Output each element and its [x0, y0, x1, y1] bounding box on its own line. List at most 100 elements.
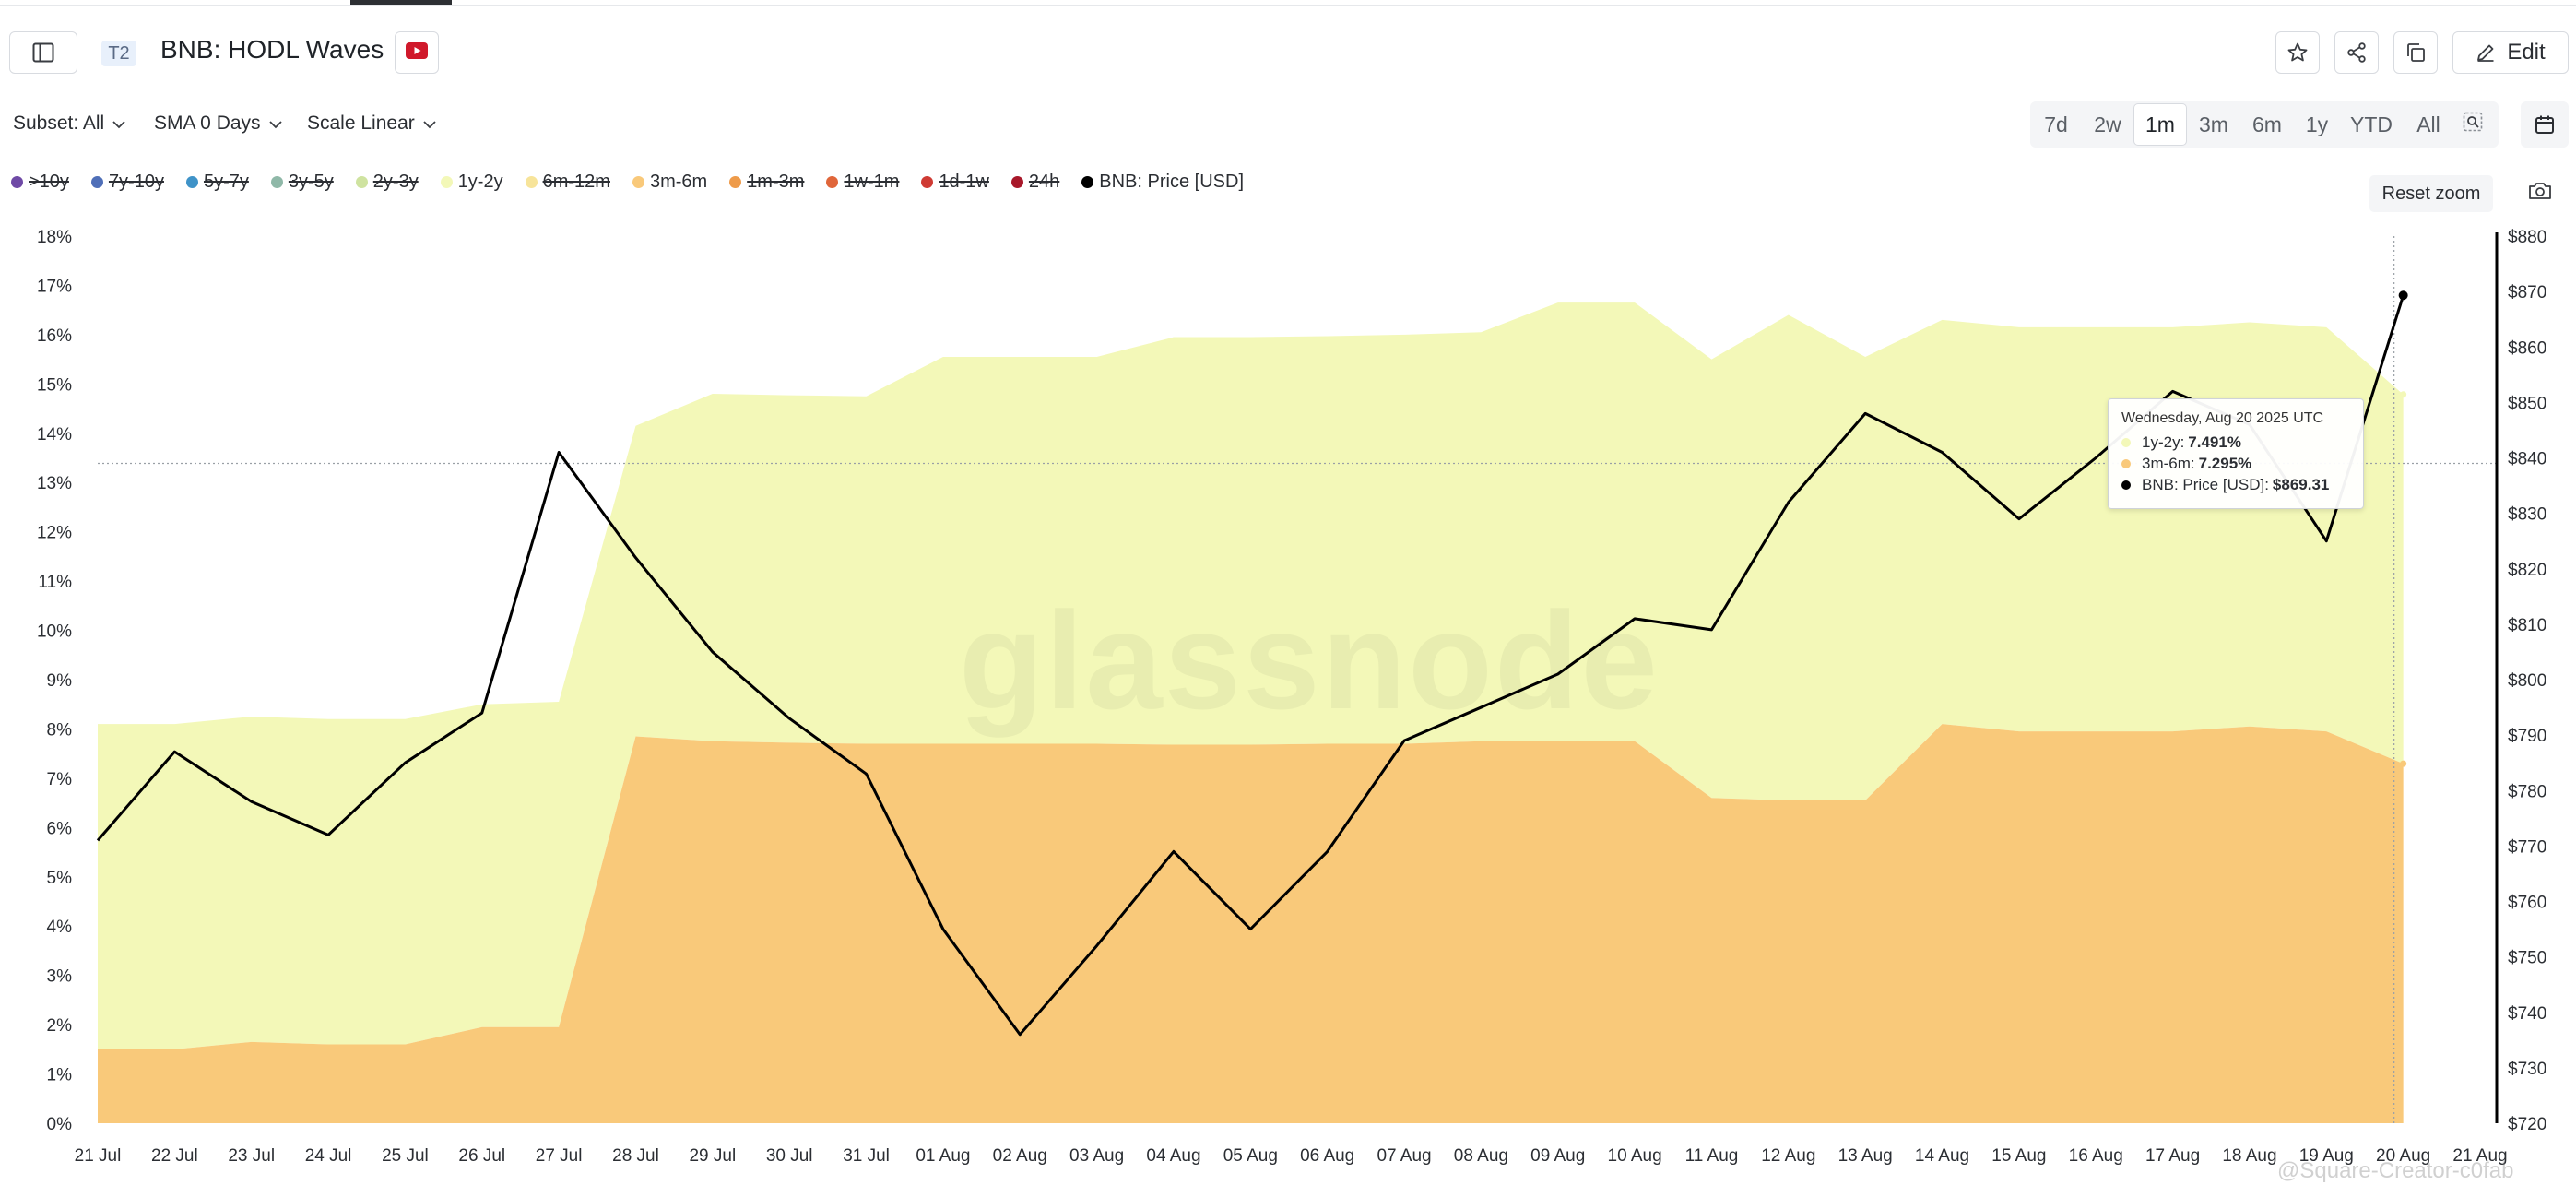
y-right-tick-label: $810: [2508, 616, 2546, 635]
legend-dot: [90, 176, 103, 188]
chart-legend: >10y 7y-10y 5y-7y 3y-5y 2y-3y 1y-2y 6m-12m 3m-6…: [11, 172, 1266, 193]
zoom-select-button[interactable]: [2454, 104, 2491, 145]
share-button[interactable]: [2334, 31, 2379, 74]
y-left-tick-label: 10%: [37, 622, 72, 642]
active-tab-indicator: [350, 0, 452, 5]
favorite-button[interactable]: [2275, 31, 2320, 74]
price-marker: [2398, 290, 2408, 301]
hodl-waves-chart[interactable]: 0% 1% 2% 3% 4% 5% 6% 7% 8% 9% 10% 11% 12% 13% 14% 15% 16…: [0, 217, 2576, 1197]
legend-label: 3y-5y: [288, 172, 334, 192]
x-tick-label: 07 Aug: [1377, 1146, 1431, 1166]
x-tick-label: 14 Aug: [1915, 1146, 1969, 1166]
legend-item[interactable]: 1d-1w: [921, 172, 989, 193]
area-marker: [2400, 760, 2407, 767]
y-right-tick-label: $880: [2508, 228, 2546, 247]
y-right-tick-label: $740: [2508, 1004, 2546, 1024]
x-tick-label: 04 Aug: [1146, 1146, 1200, 1166]
range-button-2w[interactable]: 2w: [2094, 112, 2121, 136]
price-line: [96, 294, 2405, 1037]
share-icon: [2346, 41, 2368, 64]
y-right-tick-label: $790: [2508, 727, 2546, 746]
legend-label: 24h: [1028, 172, 1060, 192]
y-left-tick-label: 17%: [37, 277, 72, 296]
y-right-tick-label: $800: [2508, 671, 2546, 691]
legend-label: 6m-12m: [542, 172, 610, 192]
source-watermark: @Square-Creator-c0fab: [2277, 1158, 2514, 1183]
range-button-3m[interactable]: 3m: [2199, 112, 2228, 136]
sma-dropdown[interactable]: SMA 0 Days: [154, 113, 283, 135]
legend-item[interactable]: 6m-12m: [525, 172, 610, 193]
legend-label: 1y-2y: [457, 172, 503, 192]
y-left-tick-label: 5%: [47, 869, 73, 888]
x-tick-label: 18 Aug: [2222, 1146, 2276, 1166]
legend-item[interactable]: 1y-2y: [440, 172, 503, 193]
range-button-1y[interactable]: 1y: [2305, 112, 2329, 136]
zoom-icon: [2463, 112, 2483, 137]
tooltip-dot: [2121, 437, 2131, 447]
legend-label: 3m-6m: [649, 172, 708, 192]
y-right-tick-label: $750: [2508, 949, 2546, 968]
legend-item[interactable]: 3y-5y: [270, 172, 334, 193]
calendar-icon: [2534, 113, 2556, 136]
glassnode-watermark: glassnode: [959, 581, 1660, 741]
x-tick-label: 16 Aug: [2069, 1146, 2123, 1166]
y-left-tick-label: 3%: [47, 967, 73, 987]
legend-item[interactable]: 1m-3m: [729, 172, 804, 193]
range-button-ytd[interactable]: YTD: [2350, 112, 2393, 136]
tooltip-row: 1y-2y: 7.491%: [2121, 432, 2350, 453]
legend-label: 1d-1w: [939, 172, 989, 192]
chart-tooltip: Wednesday, Aug 20 2025 UTC 1y-2y: 7.491%…: [2108, 398, 2364, 509]
sidebar-toggle-button[interactable]: [9, 31, 77, 74]
screenshot-button[interactable]: [2528, 181, 2552, 206]
x-tick-label: 11 Aug: [1685, 1146, 1739, 1166]
legend-item[interactable]: 5y-7y: [185, 172, 249, 193]
x-tick-label: 29 Jul: [689, 1146, 736, 1166]
legend-item[interactable]: >10y: [11, 172, 69, 193]
range-button-all[interactable]: All: [2416, 112, 2440, 136]
reset-zoom-button[interactable]: Reset zoom: [2369, 175, 2493, 212]
legend-dot: [1010, 176, 1023, 188]
tier-badge: T2: [101, 41, 136, 66]
legend-label: 1m-3m: [747, 172, 805, 192]
legend-label: 7y-10y: [108, 172, 164, 192]
legend-item[interactable]: 2y-3y: [355, 172, 419, 193]
range-button-1m[interactable]: 1m: [2133, 103, 2187, 146]
x-tick-label: 23 Jul: [228, 1146, 275, 1166]
range-button-7d[interactable]: 7d: [2044, 112, 2068, 136]
y-right-tick-label: $730: [2508, 1060, 2546, 1079]
legend-dot: [11, 176, 23, 188]
duplicate-button[interactable]: [2393, 31, 2438, 74]
date-picker-button[interactable]: [2521, 101, 2569, 148]
area-marker: [2400, 391, 2407, 398]
legend-item[interactable]: 1w-1m: [826, 172, 899, 193]
tooltip-label: 3m-6m:: [2142, 454, 2195, 472]
page-title: BNB: HODL Waves: [160, 35, 384, 64]
youtube-button[interactable]: [395, 31, 439, 74]
legend-item[interactable]: 24h: [1010, 172, 1060, 193]
legend-dot: [729, 176, 742, 188]
tooltip-date: Wednesday, Aug 20 2025 UTC: [2121, 410, 2324, 426]
legend-item[interactable]: 3m-6m: [632, 172, 707, 193]
y-right-tick-label: $860: [2508, 338, 2546, 358]
subset-dropdown[interactable]: Subset: All: [13, 113, 126, 135]
star-icon: [2286, 41, 2309, 64]
edit-label: Edit: [2507, 40, 2546, 65]
legend-item[interactable]: 7y-10y: [90, 172, 164, 193]
legend-dot: [1081, 176, 1094, 188]
y-left-tick-label: 7%: [47, 770, 73, 789]
x-tick-label: 31 Jul: [843, 1146, 890, 1166]
legend-item[interactable]: BNB: Price [USD]: [1081, 172, 1244, 193]
y-left-tick-label: 1%: [47, 1066, 73, 1085]
legend-label: 2y-3y: [372, 172, 419, 192]
x-tick-label: 25 Jul: [382, 1146, 429, 1166]
range-button-6m[interactable]: 6m: [2252, 112, 2282, 136]
legend-dot: [826, 176, 839, 188]
sidebar-icon: [32, 42, 54, 63]
y-left-tick-label: 6%: [47, 819, 73, 838]
x-tick-label: 08 Aug: [1454, 1146, 1508, 1166]
legend-dot: [921, 176, 934, 188]
edit-button[interactable]: Edit: [2452, 31, 2569, 74]
y-left-tick-label: 4%: [47, 918, 73, 937]
scale-dropdown[interactable]: Scale Linear: [307, 113, 437, 135]
x-tick-label: 27 Jul: [536, 1146, 583, 1166]
